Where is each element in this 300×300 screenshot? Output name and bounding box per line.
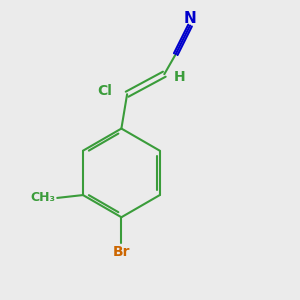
Text: N: N <box>184 11 196 26</box>
Text: Cl: Cl <box>97 84 112 98</box>
Text: CH₃: CH₃ <box>31 191 56 204</box>
Text: H: H <box>174 70 186 84</box>
Text: Br: Br <box>112 244 130 259</box>
